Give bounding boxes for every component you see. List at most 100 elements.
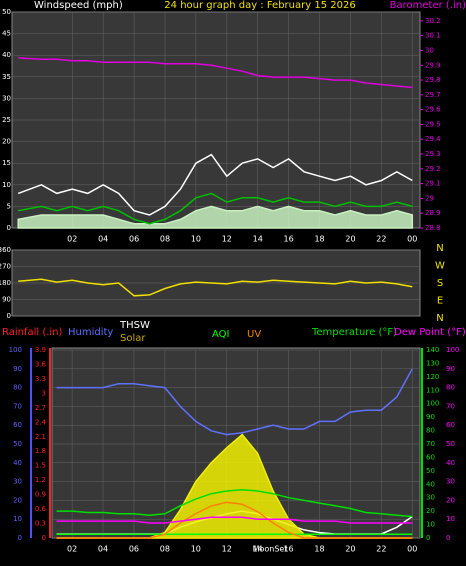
y-tick-label: 110 [426,386,439,394]
y-tick-label: 180 [0,279,11,287]
y-tick-label: 60 [446,421,455,429]
y-tick-label: 3 [42,389,46,397]
y-tick-label: 40 [426,480,435,488]
area [17,205,414,229]
y-tick-label: 25 [2,116,11,124]
y-tick-label: 100 [446,346,459,354]
y-tick-label: 80 [13,384,22,392]
y2-tick-label: 29.2 [425,165,441,173]
legend-entry: UV [247,329,261,340]
y-tick-label: 3.9 [35,346,46,354]
x-tick-label: 04 [98,545,108,554]
direction-label: N [436,313,443,324]
y-tick-label: 0.9 [35,491,46,499]
legend-entry: Temperature (°F) [311,327,397,338]
x-tick-label: 08 [160,545,170,554]
line [56,501,413,539]
y-tick-label: 60 [426,453,435,461]
y-tick-label: 20 [2,138,11,146]
y-tick-label: 90 [426,413,435,421]
legend-entry: Rainfall (.in) [2,327,63,338]
y-tick-label: 5 [7,202,11,210]
y-tick-label: 70 [446,402,455,410]
y-tick-label: 10 [426,521,435,529]
legend-entry: Solar [120,333,146,344]
y2-tick-label: 30.1 [425,32,441,40]
y-tick-label: 2.1 [35,433,46,441]
y-tick-label: 15 [2,159,11,167]
x-tick-label: 06 [129,545,139,554]
line [56,516,413,524]
y-tick-label: 30 [426,494,435,502]
barometer-label: Barometer (.in) [390,0,466,11]
y2-tick-label: 30 [425,46,434,54]
y-tick-label: 20 [446,496,455,504]
y-tick-label: 90 [446,365,455,373]
chart-title: 24 hour graph day : February 15 2026 [164,0,355,11]
y2-tick-label: 28.8 [425,224,441,232]
annotation: MoonSet [253,545,288,554]
y-tick-label: 1.5 [35,462,46,470]
y-tick-label: 70 [426,440,435,448]
direction-label: W [435,261,445,272]
line [18,278,413,297]
y-tick-label: 2.4 [35,418,47,426]
y-tick-label: 0 [7,312,11,320]
y-tick-label: 40 [13,459,22,467]
x-tick-label: 16 [284,235,294,244]
y-tick-label: 80 [426,427,435,435]
y-tick-label: 90 [13,365,22,373]
y-tick-label: 30 [2,94,11,102]
y-tick-label: 80 [446,384,455,392]
y-tick-label: 50 [2,8,11,16]
y-tick-label: 3.6 [35,360,47,368]
y-tick-label: 0 [7,224,11,232]
y-tick-label: 0.3 [35,520,46,528]
direction-label: N [436,243,443,254]
legend-entry: THSW [119,320,150,331]
y-tick-label: 50 [446,440,455,448]
y-tick-label: 100 [9,346,22,354]
y2-tick-label: 30.2 [425,17,441,25]
line [18,57,413,89]
y-tick-label: 20 [426,507,435,515]
x-tick-label: 20 [345,235,355,244]
legend-entry: AQI [212,329,230,340]
y-tick-label: 100 [426,400,439,408]
line [56,368,413,436]
x-tick-label: 12 [222,235,232,244]
x-tick-label: 16 [283,545,293,554]
y2-tick-label: 29.9 [425,61,441,69]
y2-tick-label: 29.8 [425,76,441,84]
y-tick-label: 0 [42,534,46,542]
y-tick-label: 70 [13,402,22,410]
x-tick-label: 14 [253,235,263,244]
y-tick-label: 35 [2,73,11,81]
y-tick-label: 60 [13,421,22,429]
y-tick-label: 45 [2,30,11,38]
x-tick-label: 04 [98,235,108,244]
y2-tick-label: 29.1 [425,180,441,188]
x-tick-label: 18 [314,545,324,554]
y2-tick-label: 29.4 [425,135,441,143]
y-tick-label: 10 [446,515,455,523]
y-tick-label: 20 [13,496,22,504]
x-tick-label: 10 [191,545,201,554]
y-tick-label: 10 [13,515,22,523]
line [17,153,413,216]
y-tick-label: 50 [13,440,22,448]
y-tick-label: 50 [426,467,435,475]
y-tick-label: 140 [426,346,439,354]
x-tick-label: 20 [345,545,355,554]
direction-label: E [437,296,443,307]
y-tick-label: 130 [426,359,439,367]
y-tick-label: 30 [13,478,22,486]
x-tick-label: 02 [67,545,77,554]
y-tick-label: 0 [18,534,22,542]
y2-tick-label: 29.6 [425,106,441,114]
wind-label: Windspeed (mph) [34,0,123,11]
direction-label: S [437,278,443,289]
x-tick-label: 14 [253,545,263,554]
y2-tick-label: 29 [425,194,434,202]
y-tick-label: 30 [446,478,455,486]
